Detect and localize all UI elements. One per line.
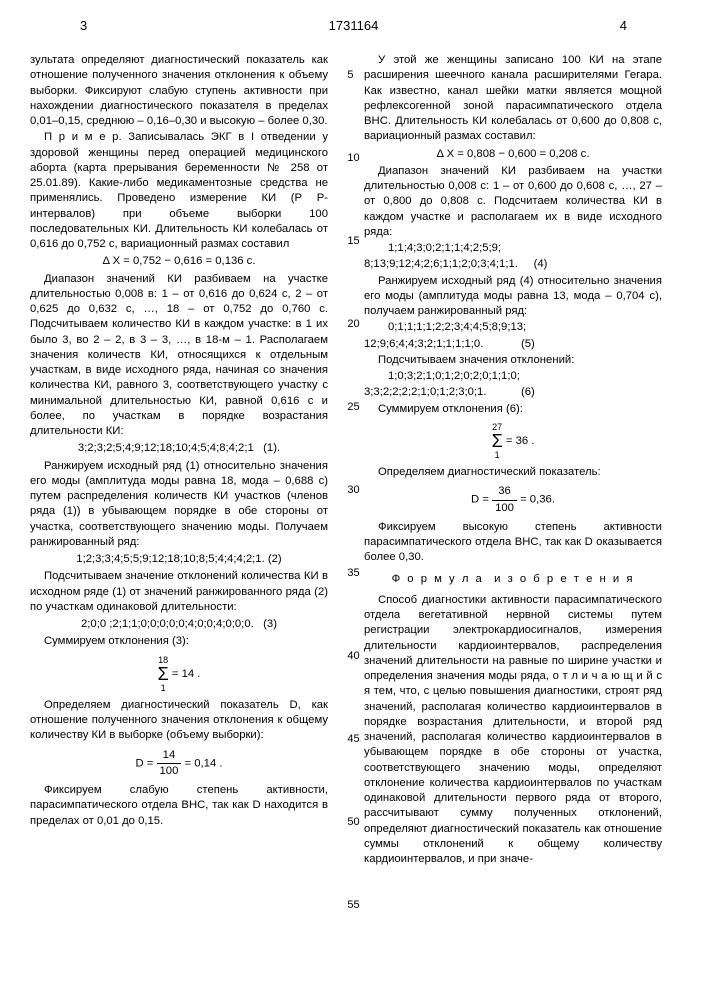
- fraction-den: 100: [157, 764, 182, 779]
- fraction-num: 14: [157, 748, 182, 764]
- sum-rhs: = 14 .: [169, 668, 201, 680]
- line-marker: 40: [347, 651, 359, 662]
- line-marker: 25: [347, 402, 359, 413]
- document-page: 3 4 1731164 5 10 15 20 25 30 35 40 45 50…: [0, 0, 707, 1000]
- body-text: Суммируем отклонения (3):: [30, 634, 328, 649]
- line-marker: 45: [347, 734, 359, 745]
- body-text: Диапазон значений КИ разбиваем на участк…: [364, 164, 662, 240]
- fraction-den: 100: [492, 501, 517, 516]
- eq-lhs: D =: [135, 757, 156, 769]
- body-text: П р и м е р. Записывалась ЭКГ в I отведе…: [30, 130, 328, 252]
- left-column: зультата определяют диагностический пока…: [30, 53, 328, 868]
- body-text: Подсчитываем значение отклонений количес…: [30, 569, 328, 615]
- body-text: Диапазон значений КИ разбиваем на участк…: [30, 272, 328, 440]
- sequence: 1;0;3;2;1;0;1;2;0;2;0;1;1;0;: [364, 369, 662, 384]
- doc-number: 1731164: [329, 18, 379, 33]
- body-text: Фиксируем слабую степень активности, пар…: [30, 783, 328, 829]
- sequence: 1;2;3;3;4;5;5;9;12;18;10;8;5;4;4;4;2;1. …: [30, 552, 328, 567]
- sum-lower: 1: [492, 449, 503, 461]
- sequence: 8;13;9;12;4;2;6;1;1;2;0;3;4;1;1. (4): [364, 257, 662, 272]
- sequence: 3;2;3;2;5;4;9;12;18;10;4;5;4;8;4;2;1 (1)…: [30, 441, 328, 456]
- body-text: Фиксируем высокую степень активности пар…: [364, 520, 662, 566]
- body-text: Определяем диагностический показатель D,…: [30, 698, 328, 744]
- line-marker: 5: [347, 70, 359, 81]
- sequence: 1;1;4;3;0;2;1;1;4;2;5;9;: [364, 241, 662, 256]
- sequence: 0;1;1;1;1;2;2;3;4;4;5;8;9;13;: [364, 320, 662, 335]
- line-marker: 55: [347, 900, 359, 911]
- sigma-icon: Σ: [492, 433, 503, 449]
- body-text: Суммируем отклонения (6):: [364, 402, 662, 417]
- eq-rhs: = 0,36.: [517, 494, 555, 506]
- body-text: У этой же женщины записано 100 КИ на эта…: [364, 53, 662, 145]
- body-text: Ранжируем исходный ряд (1) относительно …: [30, 459, 328, 551]
- line-marker: 30: [347, 485, 359, 496]
- eq-lhs: D =: [471, 494, 492, 506]
- line-marker: 15: [347, 236, 359, 247]
- fraction-formula: D = 14 100 = 0,14 .: [30, 748, 328, 780]
- equation: Δ X = 0,752 − 0,616 = 0,136 c.: [30, 254, 328, 269]
- sigma-icon: Σ: [158, 666, 169, 682]
- sum-rhs: = 36 .: [503, 435, 535, 447]
- body-text: Подсчитываем значения отклонений:: [364, 353, 662, 368]
- line-number-gutter: 5 10 15 20 25 30 35 40 45 50 55: [347, 70, 359, 983]
- section-title: Ф о р м у л а и з о б р е т е н и я: [364, 572, 662, 587]
- equation: Δ X = 0,808 − 0,600 = 0,208 c.: [364, 147, 662, 162]
- sequence: 2;0;0 ;2;1;1;0;0;0;0;0;4;0;0;4;0;0;0. (3…: [30, 617, 328, 632]
- body-text: зультата определяют диагностический пока…: [30, 53, 328, 129]
- fraction-num: 36: [492, 484, 517, 500]
- sequence: 3;3;2;2;2;2;1;0;1;2;3;0;1. (6): [364, 385, 662, 400]
- eq-rhs: = 0,14 .: [181, 757, 222, 769]
- summation-formula: 27 Σ 1 = 36 .: [364, 421, 662, 461]
- page-num-right: 4: [620, 18, 627, 33]
- sequence: 12;9;6;4;4;3;2;1;1;1;1;0. (5): [364, 337, 662, 352]
- body-text: Определяем диагностический показатель:: [364, 465, 662, 480]
- body-text: Ранжируем исходный ряд (4) относительно …: [364, 274, 662, 320]
- line-marker: 35: [347, 568, 359, 579]
- line-marker: 10: [347, 153, 359, 164]
- body-text: Способ диагностики активности парасимпат…: [364, 593, 662, 868]
- fraction-formula: D = 36 100 = 0,36.: [364, 484, 662, 516]
- sum-lower: 1: [158, 682, 169, 694]
- page-num-left: 3: [80, 18, 87, 33]
- right-column: У этой же женщины записано 100 КИ на эта…: [364, 53, 662, 868]
- line-marker: 20: [347, 319, 359, 330]
- summation-formula: 18 Σ 1 = 14 .: [30, 654, 328, 694]
- line-marker: 50: [347, 817, 359, 828]
